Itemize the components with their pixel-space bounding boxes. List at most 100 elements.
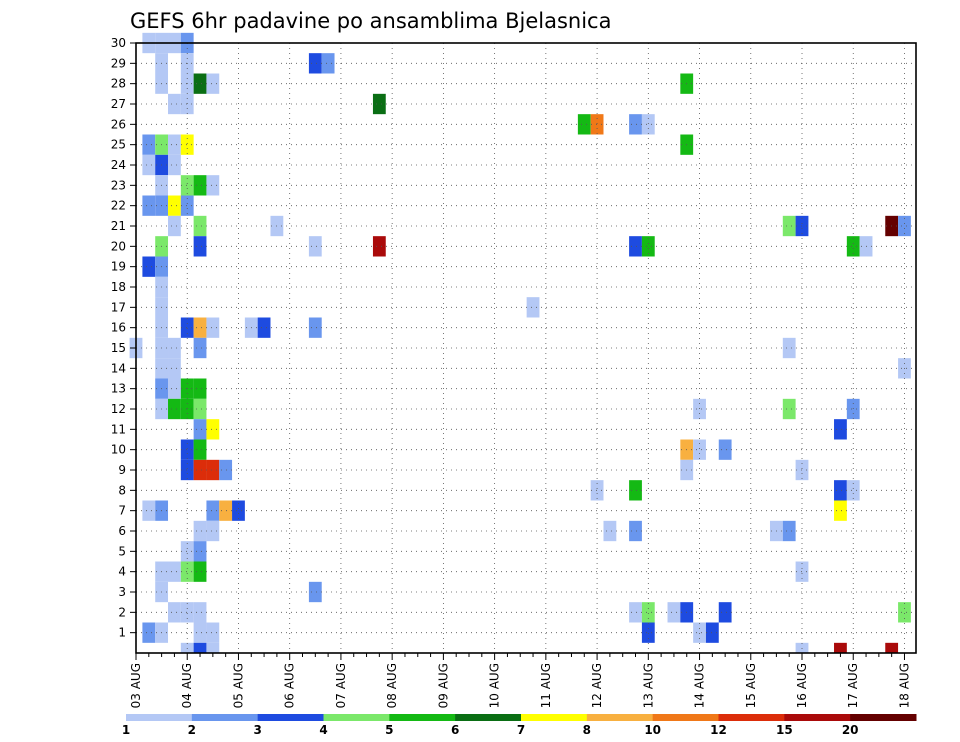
colorbar-label: 20: [842, 723, 859, 737]
y-tick-label: 29: [111, 56, 126, 70]
heatmap-cell: [834, 419, 847, 440]
x-axis: 03 AUG 04 AUG 05 AUG 06 AUG 07 AUG 08 AUG 09 A…: [129, 653, 911, 708]
y-tick-label: 16: [111, 321, 126, 335]
colorbar-swatch: [850, 714, 917, 721]
x-tick-label: 11 AUG: [539, 663, 553, 708]
heatmap-cell: [577, 114, 591, 135]
colorbar-swatch: [652, 714, 719, 721]
heatmap-cell: [372, 93, 386, 115]
y-tick-label: 28: [111, 77, 126, 91]
heatmap-cell: [321, 53, 335, 74]
heatmap-cell: [629, 480, 642, 501]
y-tick-label: 13: [111, 382, 126, 396]
y-tick-label: 23: [111, 178, 126, 192]
x-tick-label: 13 AUG: [641, 663, 655, 708]
y-tick-label: 3: [118, 585, 126, 599]
heatmap-cell: [193, 602, 207, 623]
heatmap-cell: [142, 195, 156, 216]
heatmap-cell: [590, 480, 604, 501]
heatmap-cell: [168, 134, 181, 155]
y-tick-label: 20: [111, 239, 126, 253]
colorbar-swatch: [323, 714, 390, 721]
heatmap-cell: [219, 459, 233, 481]
heatmap-cell: [718, 602, 732, 623]
heatmap-cell: [641, 236, 655, 257]
heatmap-cell: [590, 114, 604, 135]
x-tick-label: 17 AUG: [846, 663, 860, 708]
colorbar-label: 5: [385, 723, 393, 737]
heatmap-cell: [180, 459, 194, 481]
heatmap-cell: [193, 73, 207, 94]
colorbar-label: 1: [122, 723, 130, 737]
chart-title: GEFS 6hr padavine po ansamblima Bjelasni…: [130, 9, 611, 33]
heatmap-cell: [308, 53, 322, 74]
x-tick-label: 07 AUG: [334, 663, 348, 708]
y-tick-label: 25: [111, 138, 126, 152]
heatmap-cell: [603, 520, 617, 542]
colorbar-label: 8: [583, 723, 591, 737]
y-tick-label: 5: [118, 544, 126, 558]
y-tick-label: 15: [111, 341, 126, 355]
heatmap-cell: [782, 398, 796, 420]
heatmap-cells: [129, 32, 911, 653]
heatmap-cell: [142, 134, 156, 155]
heatmap-cell: [193, 520, 207, 542]
heatmap-cell: [629, 114, 642, 135]
heatmap-cell: [180, 541, 194, 562]
heatmap-cell: [180, 134, 194, 155]
x-tick-label: 16 AUG: [795, 663, 809, 708]
x-tick-label: 18 AUG: [897, 663, 911, 708]
colorbar-swatch: [784, 714, 851, 721]
y-tick-label: 14: [111, 361, 126, 375]
heatmap-cell: [795, 459, 809, 481]
heatmap-cell: [193, 439, 207, 460]
x-tick-label: 05 AUG: [231, 663, 245, 708]
heatmap-cell: [795, 215, 809, 237]
heatmap-cell: [232, 500, 245, 521]
y-tick-label: 21: [111, 219, 126, 233]
y-tick-label: 24: [111, 158, 126, 172]
heatmap-cell: [206, 419, 220, 440]
colorbar-swatch: [389, 714, 456, 721]
heatmap-cell: [629, 236, 642, 257]
x-tick-label: 15 AUG: [744, 663, 758, 708]
heatmap-cell: [193, 541, 207, 562]
heatmap-cell: [168, 378, 181, 399]
colorbar-swatch: [191, 714, 259, 721]
heatmap-cell: [206, 520, 220, 542]
heatmap-cell: [168, 154, 181, 176]
y-tick-label: 4: [118, 565, 126, 579]
colorbar-swatch: [257, 714, 324, 721]
y-tick-label: 8: [118, 483, 126, 497]
colorbar-label: 7: [517, 723, 525, 737]
heatmap-cell: [193, 215, 207, 237]
heatmap-cell: [193, 642, 207, 653]
y-tick-label: 22: [111, 199, 126, 213]
heatmap-cell: [180, 195, 194, 216]
heatmap-cell: [834, 480, 847, 501]
x-tick-label: 12 AUG: [590, 663, 604, 708]
heatmap-cell: [168, 195, 181, 216]
heatmap-cell: [693, 622, 706, 643]
y-tick-label: 1: [118, 626, 126, 640]
y-tick-label: 17: [111, 300, 126, 314]
heatmap-cell: [206, 622, 220, 643]
heatmap-cell: [372, 236, 386, 257]
heatmap-cell: [629, 520, 642, 542]
colorbar-swatch: [126, 714, 193, 721]
x-tick-label: 08 AUG: [385, 663, 399, 708]
y-tick-label: 18: [111, 280, 126, 294]
heatmap-cell: [834, 642, 847, 653]
heatmap-cell: [180, 175, 194, 196]
heatmap-cell: [193, 175, 207, 196]
heatmap-cell: [168, 602, 181, 623]
x-tick-label: 10 AUG: [488, 663, 502, 708]
x-tick-label: 04 AUG: [180, 663, 194, 708]
heatmap-cell: [846, 236, 860, 257]
heatmap-cell: [193, 622, 207, 643]
y-tick-label: 26: [111, 117, 126, 131]
heatmap-cell: [885, 642, 899, 653]
heatmap-cell: [142, 256, 156, 277]
colorbar-label: 12: [710, 723, 727, 737]
y-tick-label: 19: [111, 260, 126, 274]
